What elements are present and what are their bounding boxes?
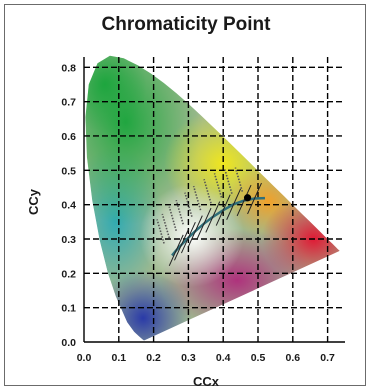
isotherm-annotation [184, 192, 193, 217]
x-tick-labels: 0.0 0.1 0.2 0.3 0.4 0.5 0.6 0.7 [77, 352, 335, 364]
isotherm-tick [215, 194, 231, 226]
color-gamut [85, 55, 340, 341]
isotherm-annotation [192, 185, 202, 211]
y-tick-label: 0.4 [61, 200, 76, 212]
x-axis-label: CCx [193, 374, 220, 389]
y-tick-label: 0.1 [61, 303, 76, 315]
chart-title: Chromaticity Point [101, 14, 271, 35]
isotherm-annotation [175, 199, 184, 225]
isotherm-annotation [161, 213, 171, 239]
y-tick-label: 0.3 [61, 234, 76, 246]
axes [83, 57, 345, 343]
grid-lines [84, 57, 345, 342]
chromaticity-point [243, 194, 252, 202]
isotherm-tick [174, 229, 189, 261]
isotherm-tick [196, 207, 212, 240]
x-tick-label: 0.1 [111, 352, 126, 364]
isotherm-tick [205, 201, 221, 233]
y-tick-label: 0.0 [61, 337, 76, 349]
isotherm-annotation [203, 179, 212, 204]
gamut-color-region [85, 55, 147, 133]
x-tick-label: 0.0 [77, 352, 92, 364]
isotherm-annotation [156, 219, 165, 244]
y-tick-label: 0.5 [61, 165, 76, 177]
chromaticity-point-layer [243, 194, 252, 202]
x-tick-label: 0.2 [146, 352, 161, 364]
isotherm-tick [247, 182, 262, 215]
isotherm-annotation [168, 206, 177, 231]
isotherm-tick [180, 221, 196, 254]
x-tick-label: 0.4 [216, 352, 231, 364]
y-tick-label: 0.6 [61, 131, 76, 143]
y-axis-label: CCy [26, 188, 41, 215]
x-tick-label: 0.3 [181, 352, 196, 364]
isotherm-tick [236, 184, 252, 217]
isotherm-tick [168, 234, 184, 266]
x-tick-label: 0.6 [285, 352, 300, 364]
y-tick-label: 0.8 [61, 62, 76, 74]
x-tick-label: 0.7 [320, 352, 335, 364]
isotherm-tick [187, 215, 203, 247]
isotherm-annotation [234, 167, 244, 192]
x-tick-label: 0.5 [251, 352, 266, 364]
isotherm-annotation [224, 169, 233, 194]
isotherm-tick [226, 188, 242, 220]
y-tick-label: 0.2 [61, 268, 76, 280]
y-tick-label: 0.7 [61, 97, 76, 109]
isotherm-annotation [213, 173, 223, 198]
y-tick-labels: 0.0 0.1 0.2 0.3 0.4 0.5 0.6 0.7 0.8 [61, 62, 76, 349]
